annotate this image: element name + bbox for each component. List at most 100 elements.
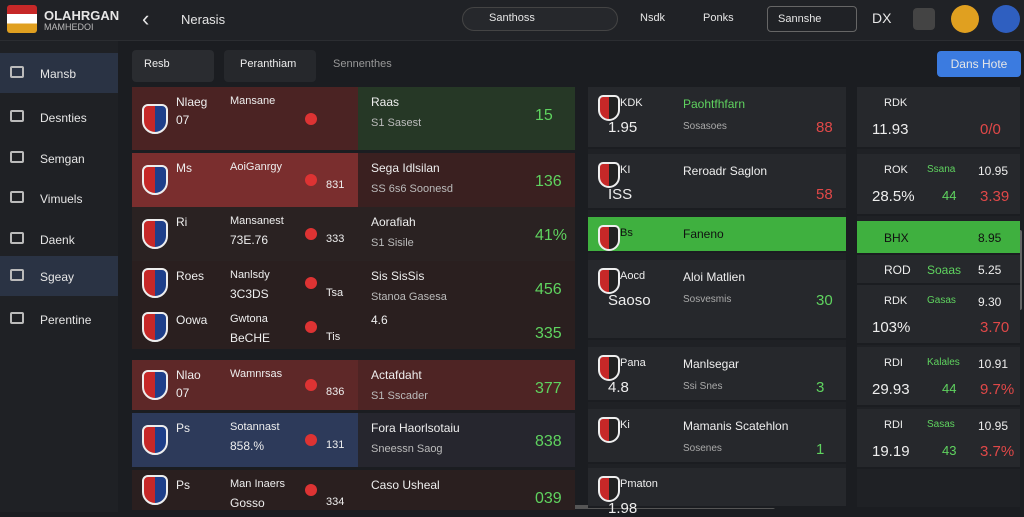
cell-text: 836 <box>326 386 345 398</box>
select[interactable]: Sannshe <box>767 6 857 32</box>
cell-text: RDK <box>884 295 908 307</box>
nav-icon <box>10 269 24 281</box>
cell-text: Faneno <box>683 227 724 241</box>
nav-link[interactable]: Nsdk <box>640 12 666 24</box>
cell-text: Manlsegar <box>683 357 740 371</box>
row-bg[interactable] <box>857 87 1020 149</box>
cell-text: 10.95 <box>978 164 1009 178</box>
row-bg[interactable] <box>588 409 846 464</box>
nav-icon <box>10 191 24 203</box>
tab[interactable] <box>224 50 316 82</box>
cell-text: Ps <box>176 478 191 492</box>
score-dot <box>305 112 317 125</box>
cell-text: Tsa <box>326 287 344 299</box>
cell-text: Aloi Matlien <box>683 270 746 284</box>
cell-text: Sotannast <box>230 421 280 433</box>
cell-text: 5.25 <box>978 263 1002 277</box>
cell-text: Ps <box>176 421 191 435</box>
row-bg[interactable] <box>132 470 358 510</box>
cell-text: S1 Sscader <box>371 390 428 402</box>
row-bg[interactable] <box>857 285 1020 345</box>
cell-text: 73E.76 <box>230 233 269 247</box>
row-bg[interactable] <box>588 260 846 340</box>
row-bg[interactable] <box>857 154 1020 216</box>
tab-label[interactable]: Resb <box>144 58 170 70</box>
row-bg[interactable] <box>132 153 358 207</box>
scrollbar <box>380 505 775 509</box>
cell-text: Raas <box>371 95 400 109</box>
team-badge <box>142 425 168 455</box>
cell-text: RDI <box>884 419 903 431</box>
row-bg[interactable] <box>588 217 846 253</box>
cell-text: S1 Sasest <box>371 117 422 129</box>
tab-label[interactable]: Peranthiam <box>240 58 297 70</box>
cell-text: 0/0 <box>980 121 1001 138</box>
row-bg[interactable] <box>132 207 358 261</box>
row-bg[interactable] <box>132 360 358 410</box>
cell-text: 4.6 <box>371 313 388 327</box>
nav-item[interactable]: Vimuels <box>40 192 83 206</box>
nav-icon <box>10 232 24 244</box>
cell-text: Sega Idlsilan <box>371 161 440 175</box>
row-bg[interactable] <box>857 409 1020 469</box>
scrollbar <box>1018 230 1022 310</box>
cell-text: Gosso <box>230 496 265 510</box>
nav-item[interactable]: Desnties <box>40 111 87 125</box>
row-bg[interactable] <box>857 347 1020 407</box>
team-badge <box>598 225 620 251</box>
nav-item[interactable]: Sgeay <box>40 270 75 284</box>
profile[interactable] <box>992 5 1020 33</box>
cell-text: Ki <box>620 419 630 431</box>
row-bg[interactable] <box>588 468 846 508</box>
row-bg[interactable] <box>588 154 846 210</box>
cell-text: 30 <box>816 292 833 309</box>
nav-item[interactable]: Daenk <box>40 233 75 247</box>
cell-text: Man Inaers <box>230 478 286 490</box>
row-bg[interactable] <box>588 347 846 402</box>
cell-text: Sis SisSis <box>371 269 425 283</box>
cell-text: 88 <box>816 119 833 136</box>
cell-text: RDK <box>884 97 908 109</box>
cell-text: 335 <box>535 325 562 342</box>
cell-text: SS 6s6 Soonesd <box>371 183 453 195</box>
nav-item[interactable]: Perentine <box>40 313 92 327</box>
page-title: Nerasis <box>181 12 226 27</box>
row-bg <box>358 470 575 510</box>
row-bg <box>358 87 575 150</box>
cell-text: 44 <box>942 381 957 396</box>
cell-text: Aorafiah <box>371 215 416 229</box>
row-bg[interactable] <box>857 255 1020 285</box>
tab[interactable] <box>132 50 214 82</box>
nav-item[interactable]: Semgan <box>40 152 85 166</box>
cell-text: 3.39 <box>980 188 1010 205</box>
score-dot <box>305 434 317 446</box>
nav-link[interactable]: Ponks <box>703 12 734 24</box>
row-bg <box>358 360 575 410</box>
icon-button[interactable] <box>913 8 935 30</box>
nav-active <box>0 256 118 296</box>
row-bg <box>358 207 575 261</box>
cell-text: Nlao <box>176 368 201 382</box>
cell-text: Fora Haorlsotaiu <box>371 421 460 435</box>
back[interactable]: ‹ <box>142 6 150 31</box>
row-bg <box>358 413 575 467</box>
row-bg[interactable] <box>132 87 358 150</box>
logo-icon <box>7 5 37 33</box>
row-bg[interactable] <box>132 261 358 349</box>
tab-label[interactable]: Sennenthes <box>333 58 392 70</box>
row-bg[interactable] <box>132 413 358 467</box>
cell-text: 456 <box>535 281 562 298</box>
row-bg[interactable] <box>588 87 846 149</box>
cell-text: 136 <box>535 173 562 190</box>
cell-text: 333 <box>326 233 345 245</box>
nav-item[interactable]: Mansb <box>40 67 77 81</box>
cell-text: Wamnrsas <box>230 368 283 380</box>
cell-text: 9.30 <box>978 295 1002 309</box>
avatar[interactable] <box>951 5 979 33</box>
search[interactable]: Santhoss <box>462 7 618 31</box>
cell-text: 3 <box>816 379 825 396</box>
cell-text: 28.5% <box>872 188 915 205</box>
primary-button[interactable]: Dans Hote <box>937 51 1021 77</box>
row-bg[interactable] <box>857 221 1020 255</box>
